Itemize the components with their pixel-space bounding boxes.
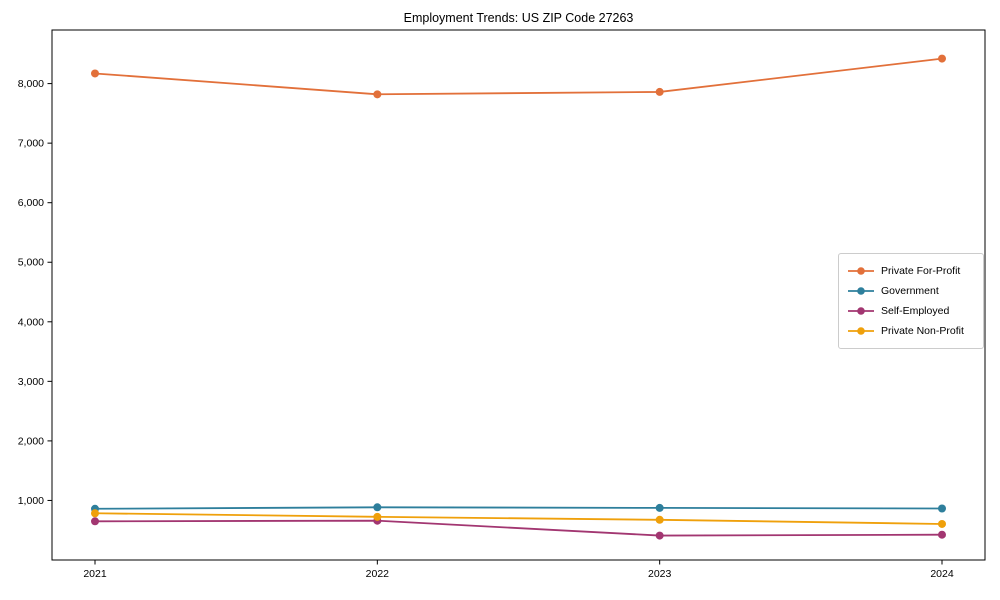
- data-point-marker: [91, 509, 99, 518]
- plot-frame: [51, 29, 986, 561]
- data-point-marker: [373, 90, 382, 99]
- data-point-marker: [373, 512, 382, 521]
- legend-line-marker-icon: [848, 307, 874, 315]
- data-point-marker: [655, 87, 664, 96]
- data-point-marker: [91, 69, 99, 78]
- x-tick-label: 2022: [366, 568, 390, 580]
- series-line: [94, 57, 943, 96]
- y-tick-label: 6,000: [18, 197, 44, 209]
- series-line: [94, 519, 943, 537]
- y-tick-label: 7,000: [18, 138, 44, 150]
- series-line: [94, 506, 943, 510]
- chart-title: Employment Trends: US ZIP Code 27263: [403, 11, 634, 25]
- data-point-marker: [373, 503, 382, 512]
- y-tick-label: 8,000: [18, 78, 44, 90]
- y-tick-label: 2,000: [18, 435, 44, 447]
- y-tick-label: 1,000: [18, 495, 44, 507]
- legend-line-marker-icon: [848, 267, 874, 275]
- y-tick-label: 3,000: [18, 376, 44, 388]
- legend-item: Government: [848, 281, 974, 301]
- series-line: [94, 512, 943, 525]
- legend-line-marker-icon: [848, 327, 874, 335]
- legend: Private For-Profit Government Self-Employe…: [838, 253, 984, 349]
- legend-item: Self-Employed: [848, 301, 974, 321]
- y-tick-label: 5,000: [18, 257, 44, 269]
- legend-line-marker-icon: [848, 287, 874, 295]
- data-point-marker: [938, 530, 946, 539]
- legend-label: Government: [881, 285, 939, 297]
- data-point-marker: [938, 504, 946, 513]
- data-point-marker: [655, 503, 664, 512]
- data-point-marker: [938, 54, 946, 63]
- legend-label: Self-Employed: [881, 305, 950, 317]
- x-tick-label: 2024: [930, 568, 954, 580]
- legend-label: Private Non-Profit: [881, 325, 964, 337]
- y-tick-label: 4,000: [18, 316, 44, 328]
- legend-label: Private For-Profit: [881, 265, 961, 277]
- x-tick-label: 2023: [648, 568, 672, 580]
- data-point-marker: [655, 515, 664, 524]
- x-tick-label: 2021: [83, 568, 107, 580]
- legend-item: Private For-Profit: [848, 261, 974, 281]
- data-point-marker: [655, 531, 664, 540]
- legend-item: Private Non-Profit: [848, 321, 974, 341]
- data-point-marker: [938, 519, 946, 528]
- data-point-marker: [91, 517, 99, 526]
